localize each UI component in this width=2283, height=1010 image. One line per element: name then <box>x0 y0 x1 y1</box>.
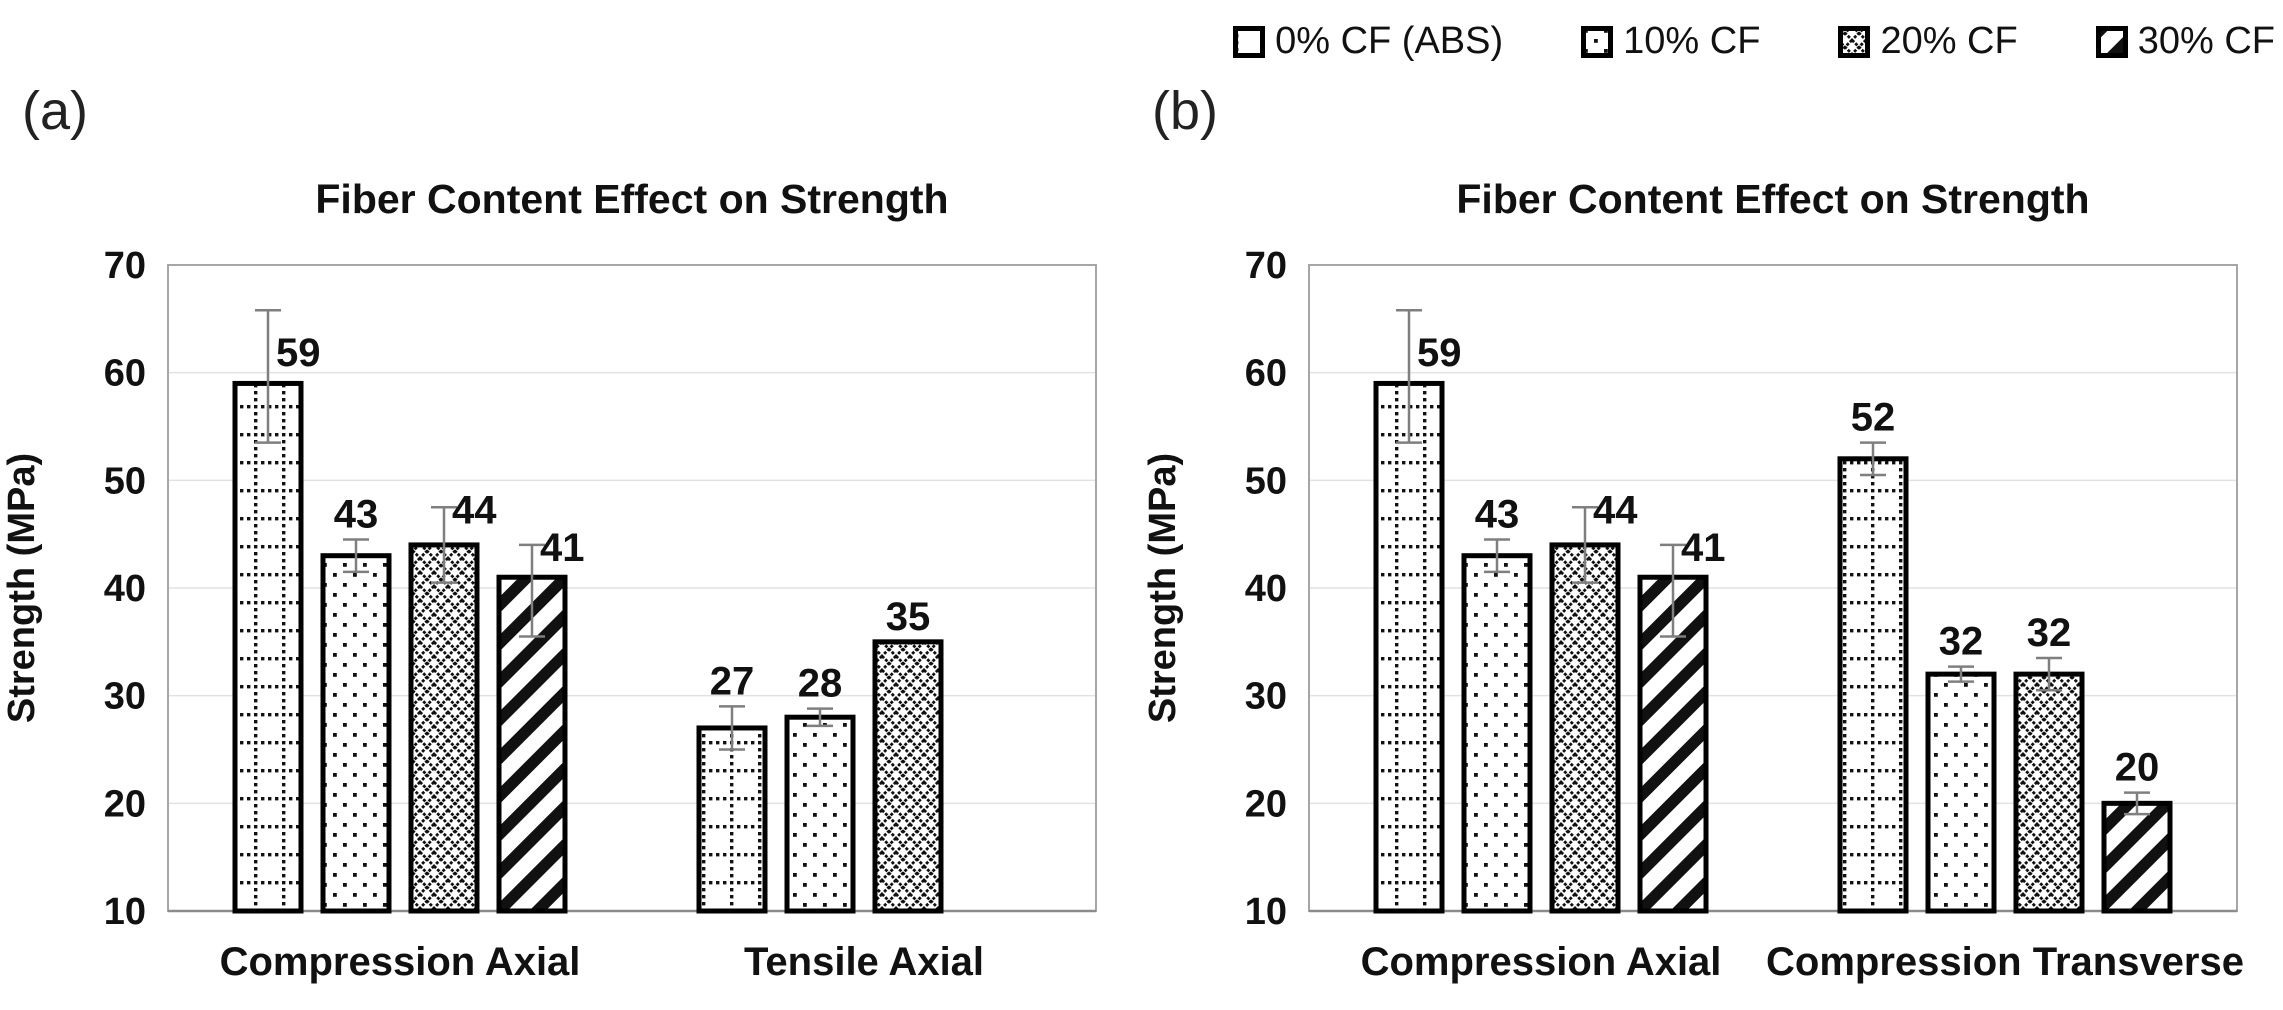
bar-value-label: 35 <box>886 595 931 639</box>
chart-a-svg: 10 20 30 40 50 60 70 Strength (MPa) 59 27 43 28 44 35… <box>1 245 1097 984</box>
bar <box>1549 542 1621 914</box>
bar-value-label: 41 <box>1681 526 1726 570</box>
x-category-label: Compression Axial <box>1361 940 1722 984</box>
legend-item: 0% CF (ABS) <box>1233 20 1503 63</box>
bar <box>696 725 768 914</box>
bar <box>1373 380 1445 914</box>
legend-label: 0% CF (ABS) <box>1275 20 1504 62</box>
legend-item: 20% CF <box>1838 20 2018 63</box>
bar-value-label: 43 <box>1475 493 1520 537</box>
bar-value-label: 59 <box>276 331 321 375</box>
x-category-label: Compression Axial <box>220 940 581 984</box>
legend-label: 20% CF <box>1880 20 2018 62</box>
y-tick-label: 50 <box>1245 460 1287 502</box>
bar-value-label: 52 <box>1851 396 1896 440</box>
y-tick-label: 70 <box>1245 245 1287 287</box>
y-axis-label: Strength (MPa) <box>1142 453 1184 723</box>
y-tick-label: 40 <box>104 568 146 610</box>
x-category-label: Compression Transverse <box>1766 940 2244 984</box>
bar <box>2013 671 2085 914</box>
y-tick-label: 70 <box>104 245 146 287</box>
legend-item: 10% CF <box>1581 20 1760 63</box>
bar-value-label: 32 <box>2027 611 2072 655</box>
diagonal-stripes-swatch-icon <box>2095 25 2128 58</box>
y-tick-label: 10 <box>1245 891 1287 933</box>
bar-value-label: 28 <box>798 662 843 706</box>
y-tick-label: 20 <box>104 783 146 825</box>
dots-swatch-icon <box>1581 25 1614 58</box>
bar <box>1925 671 1997 914</box>
chart-b-svg: 10 20 30 40 50 60 70 Strength (MPa) 59 52 43 32 44 32… <box>1142 245 2244 984</box>
y-axis-label: Strength (MPa) <box>1 453 43 723</box>
y-tick-label: 60 <box>104 353 146 395</box>
panel-label-a: (a) <box>22 81 88 141</box>
bar <box>232 380 304 914</box>
chart-a-title: Fiber Content Effect on Strength <box>315 176 949 222</box>
dotted-grid-swatch-icon <box>1233 25 1266 58</box>
panel-label-b: (b) <box>1152 81 1218 141</box>
bar-value-label: 41 <box>540 526 585 570</box>
y-tick-label: 30 <box>1245 676 1287 718</box>
bar <box>408 542 480 914</box>
bar-value-label: 20 <box>2115 746 2160 790</box>
y-tick-label: 10 <box>104 891 146 933</box>
bar <box>1837 456 1909 914</box>
legend-label: 30% CF <box>2137 20 2275 62</box>
bar-value-label: 43 <box>334 493 379 537</box>
y-tick-label: 20 <box>1245 783 1287 825</box>
bar <box>2101 800 2173 914</box>
legend-label: 10% CF <box>1623 20 1761 62</box>
bar <box>784 714 856 914</box>
bar <box>872 639 944 914</box>
bar-value-label: 59 <box>1417 331 1462 375</box>
y-tick-label: 50 <box>104 460 146 502</box>
bar <box>320 553 392 914</box>
y-tick-label: 40 <box>1245 568 1287 610</box>
diamond-mesh-swatch-icon <box>1838 25 1871 58</box>
y-tick-label: 30 <box>104 676 146 718</box>
bar-value-label: 44 <box>1593 488 1638 532</box>
y-tick-label: 60 <box>1245 353 1287 395</box>
bar-value-label: 32 <box>1939 620 1984 664</box>
bar-value-label: 44 <box>452 488 497 532</box>
x-category-label: Tensile Axial <box>744 940 984 984</box>
chart-b-title: Fiber Content Effect on Strength <box>1456 176 2090 222</box>
chart-legend: 0% CF (ABS) 10% CF 20% CF 30% CF <box>1233 20 2275 63</box>
bar-value-label: 27 <box>710 659 755 703</box>
legend-item: 30% CF <box>2095 20 2275 63</box>
bar <box>1461 553 1533 914</box>
